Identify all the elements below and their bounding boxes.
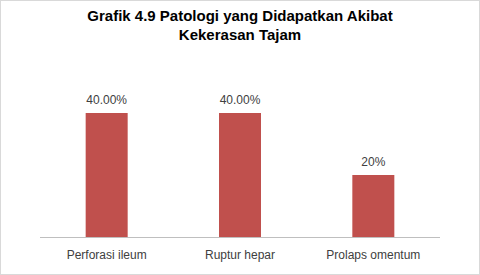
x-axis: [40, 237, 440, 238]
bar: [352, 175, 394, 237]
x-tick-label: Ruptur hepar: [205, 248, 275, 262]
chart-root: 40.00% 40.00% 20% Perforasi ileum Ruptur hep…: [0, 0, 480, 275]
bar: [86, 113, 128, 237]
x-tick-label: Perforasi ileum: [67, 248, 147, 262]
data-label: 40.00%: [86, 93, 127, 107]
bar: [219, 113, 261, 237]
chart-title: Grafik 4.9 Patologi yang Didapatkan Akib…: [75, 6, 405, 44]
data-label: 40.00%: [220, 93, 261, 107]
bars: [86, 113, 395, 237]
x-tick-label: Prolaps omentum: [326, 248, 420, 262]
chart-frame: [1, 1, 480, 275]
data-label: 20%: [361, 155, 385, 169]
